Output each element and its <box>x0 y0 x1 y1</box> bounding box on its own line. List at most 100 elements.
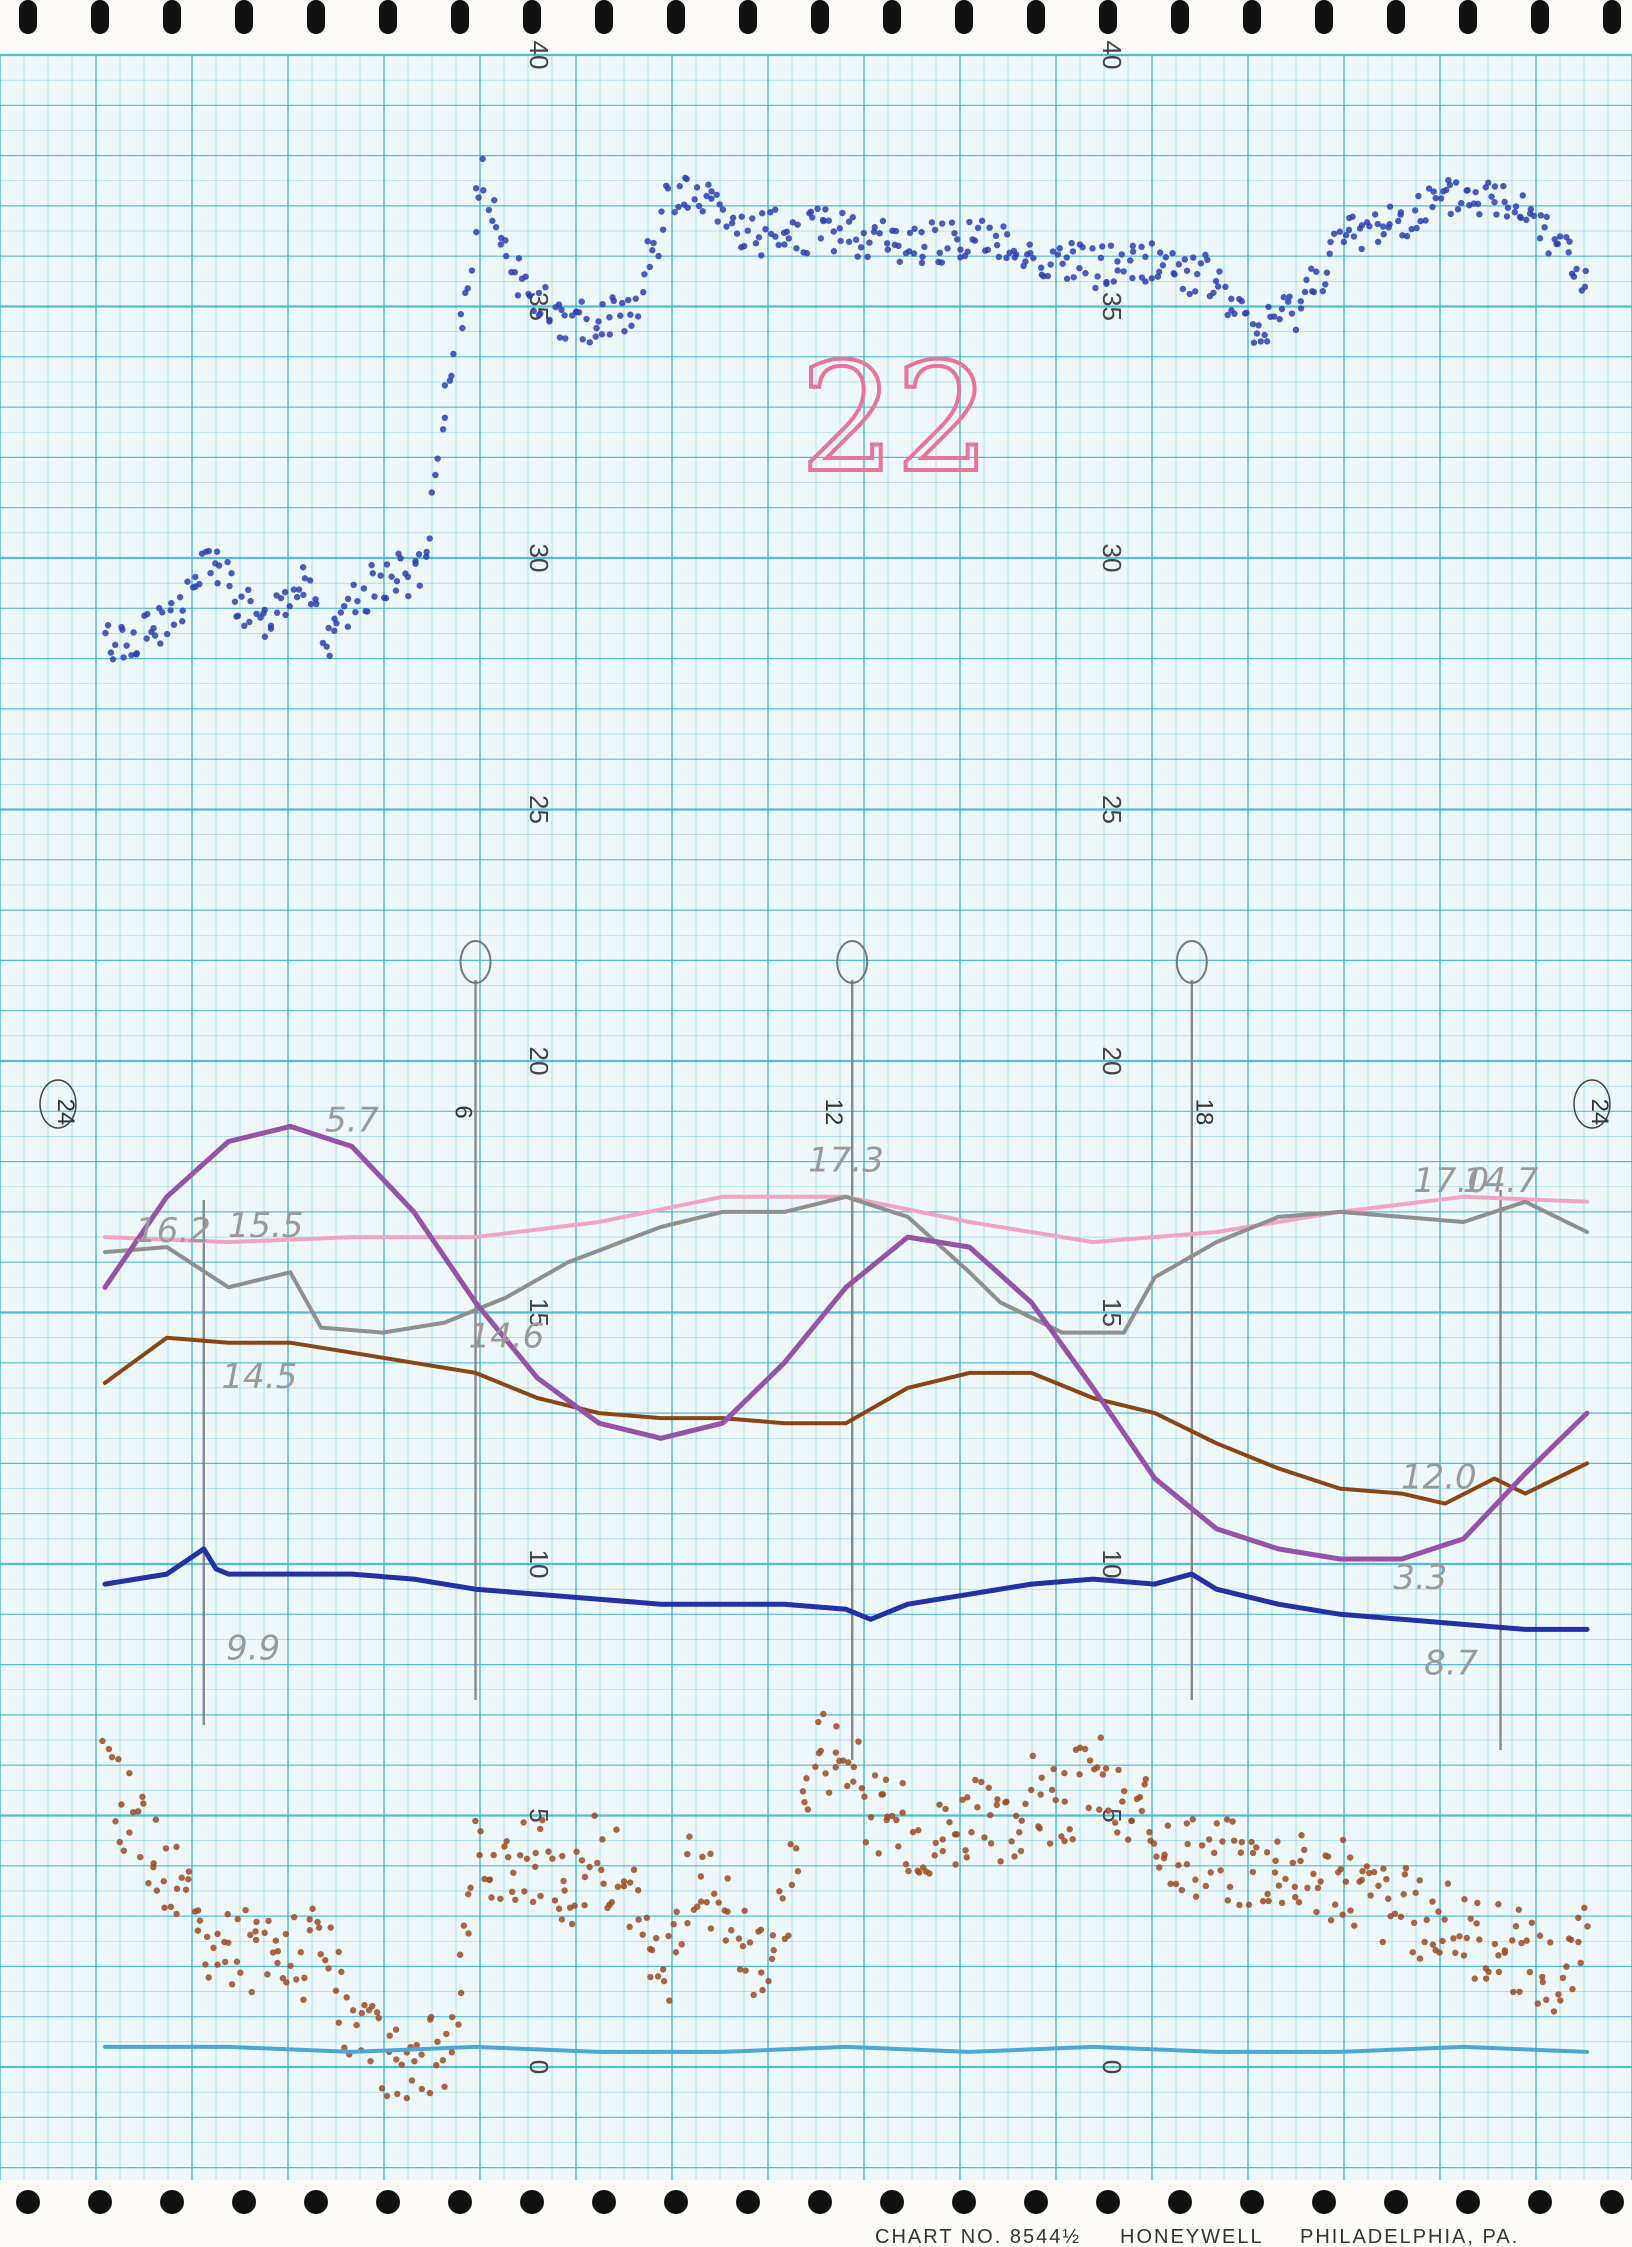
scatter-point <box>994 1796 1001 1803</box>
scatter-point <box>515 255 523 262</box>
data-point <box>1400 1617 1404 1621</box>
scatter-point <box>635 1916 642 1923</box>
scatter-point <box>1557 1997 1564 2004</box>
scatter-point <box>1512 203 1520 210</box>
scatter-point <box>439 426 447 433</box>
scatter-point <box>1547 1939 1554 1946</box>
scatter-point <box>392 2026 400 2033</box>
sprocket-hole-top <box>955 0 973 34</box>
scatter-point <box>985 1784 992 1791</box>
scatter-point <box>660 1977 668 1985</box>
scatter-point <box>770 1947 777 1954</box>
data-point <box>659 1436 663 1440</box>
scatter-point <box>246 618 253 626</box>
scatter-point <box>832 1764 839 1771</box>
scatter-point <box>1347 1907 1354 1914</box>
data-point <box>906 1215 910 1219</box>
scatter-point <box>281 588 289 596</box>
data-point <box>474 2045 477 2049</box>
scatter-point <box>861 1793 868 1800</box>
scatter-point <box>771 206 779 213</box>
scatter-point <box>1012 251 1020 258</box>
scatter-point <box>627 311 634 318</box>
scatter-point <box>1584 1923 1591 1930</box>
scatter-point <box>448 372 455 380</box>
scatter-point <box>112 1818 119 1825</box>
scatter-point <box>1061 1798 1068 1805</box>
scatter-point <box>888 1812 896 1820</box>
scatter-point <box>1082 269 1089 277</box>
scatter-point <box>476 1851 483 1859</box>
scatter-point <box>1011 1853 1018 1860</box>
scatter-point <box>715 1899 722 1906</box>
scatter-point <box>1429 1898 1436 1905</box>
scatter-point <box>672 1949 680 1956</box>
scatter-point <box>1153 1853 1160 1860</box>
scatter-point <box>274 1948 282 1955</box>
scatter-point <box>1097 1734 1104 1741</box>
sprocket-hole-top <box>91 0 109 34</box>
scatter-point <box>855 1738 862 1745</box>
scatter-point <box>944 245 951 252</box>
scatter-point <box>1096 1806 1103 1813</box>
scatter-point <box>360 585 368 592</box>
scatter-point <box>986 224 993 231</box>
scatter-point <box>1030 254 1037 262</box>
scatter-point <box>1310 288 1318 296</box>
scatter-point <box>441 2083 448 2090</box>
sprocket-hole-bottom <box>448 2190 472 2214</box>
scatter-point <box>1003 231 1011 238</box>
scatter-point <box>648 1946 656 1954</box>
scatter-point <box>1441 1916 1448 1923</box>
scatter-point <box>327 1924 334 1931</box>
scatter-point <box>942 1805 949 1813</box>
scatter-point <box>803 1775 810 1782</box>
scatter-point <box>173 1910 180 1918</box>
data-point <box>1215 1587 1218 1591</box>
scatter-point <box>1327 1916 1335 1924</box>
scatter-point <box>272 1937 280 1944</box>
scatter-point <box>465 1891 472 1898</box>
sprocket-holes <box>16 0 1624 2214</box>
data-point <box>227 1341 230 1345</box>
scatter-point <box>1129 274 1136 282</box>
scatter-point <box>1079 243 1086 251</box>
scatter-point <box>1340 238 1347 246</box>
scatter-point <box>1028 1786 1035 1794</box>
scatter-point <box>448 2013 456 2021</box>
scatter-point <box>1523 1937 1530 1944</box>
scatter-point <box>703 192 710 200</box>
scatter-point <box>1120 268 1127 275</box>
scatter-point <box>130 629 137 636</box>
scatter-point <box>441 382 449 389</box>
scatter-point <box>1400 1891 1407 1898</box>
scatter-point <box>875 1850 882 1857</box>
scatter-point <box>1280 294 1287 301</box>
scatter-point <box>825 217 833 224</box>
scatter-point <box>697 1898 705 1905</box>
scatter-point <box>1257 338 1264 345</box>
scatter-point <box>1536 1932 1544 1939</box>
data-point <box>1276 1466 1280 1470</box>
scatter-point <box>964 1794 971 1801</box>
scatter-point <box>781 241 788 248</box>
scatter-point <box>1314 1884 1322 1892</box>
scatter-point <box>1539 1973 1546 1981</box>
scatter-point <box>152 1816 160 1823</box>
scatter-point <box>1270 313 1278 320</box>
scatter-point <box>448 2049 456 2056</box>
scatter-point <box>510 1869 517 1876</box>
data-point <box>1492 1476 1496 1480</box>
scatter-point <box>488 1894 495 1901</box>
scatter-point <box>194 1927 202 1934</box>
scatter-point <box>921 243 928 251</box>
scatter-point <box>711 1890 718 1897</box>
scatter-point <box>620 1882 628 1890</box>
scatter-point <box>1255 322 1262 329</box>
scatter-point <box>489 217 496 225</box>
scatter-point <box>1551 236 1558 243</box>
scatter-point <box>1236 1901 1243 1909</box>
scatter-point <box>822 206 829 213</box>
scatter-point <box>1161 1851 1168 1858</box>
scatter-point <box>968 1829 975 1836</box>
